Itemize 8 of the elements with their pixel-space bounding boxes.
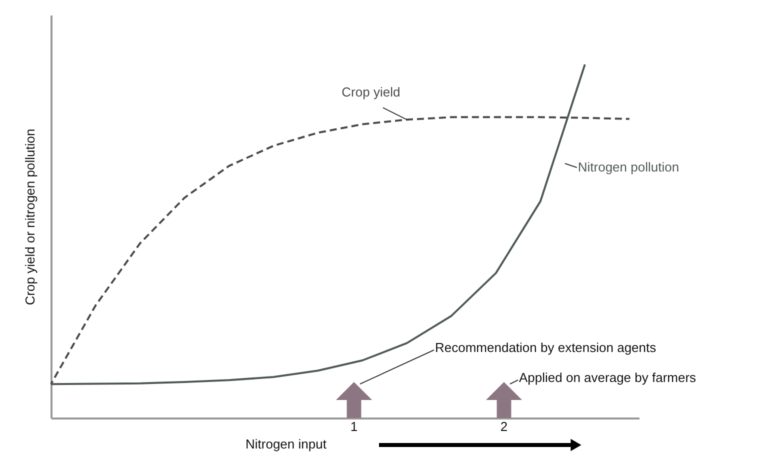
annotation: Recommendation by extension agents [435,340,657,355]
x-axis-title: Nitrogen input [246,436,327,452]
text: 2 [500,419,508,434]
series-label: Nitrogen pollution [578,159,680,174]
annotation: Applied on average by farmers [519,370,697,385]
series-label: Crop yield [342,84,400,100]
text: 1 [350,419,358,434]
y-axis-title: Crop yield or nitrogen pollution [22,128,38,306]
